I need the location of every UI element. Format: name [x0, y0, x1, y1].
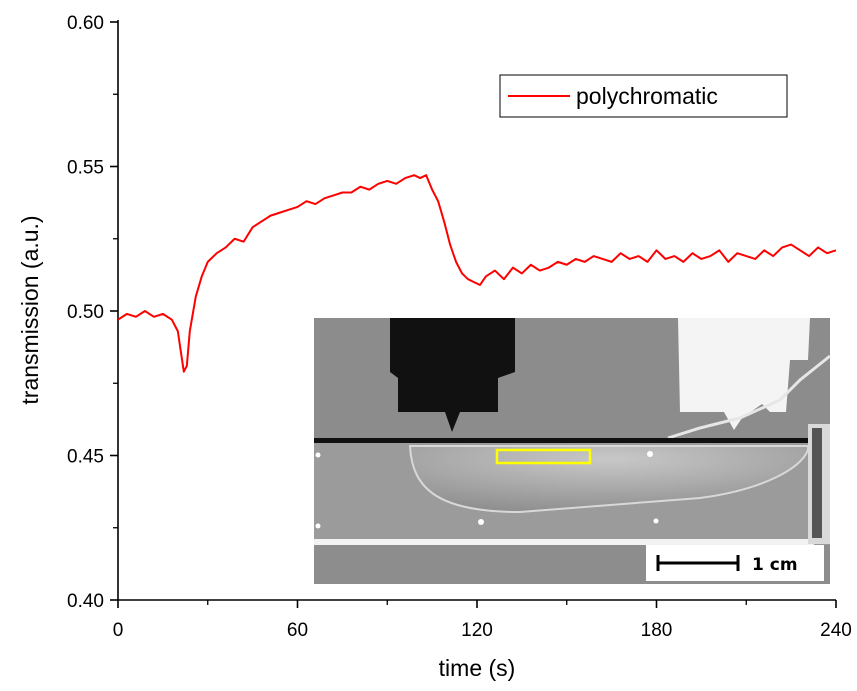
y-axis-label: transmission (a.u.): [17, 215, 43, 404]
inset-nozzle: [390, 318, 515, 432]
legend: polychromatic: [499, 74, 788, 118]
y-tick-label: 0.55: [67, 158, 104, 179]
tick-labels: 0 60 120 180 240 0.40 0.45 0.50 0.55 0.60: [67, 13, 852, 641]
y-tick-label: 0.60: [67, 13, 104, 34]
inset-dot: [478, 519, 484, 525]
axis-ticks: [110, 21, 837, 608]
y-tick-label: 0.50: [67, 302, 104, 323]
inset-dot: [653, 518, 659, 524]
inset-image: 1 cm: [314, 318, 831, 584]
inset-roi-rectangle: [495, 448, 592, 465]
series-line-polychromatic: [118, 174, 836, 373]
y-tick-label: 0.45: [67, 447, 104, 468]
x-tick-label: 0: [113, 620, 124, 641]
y-tick-label: 0.40: [67, 591, 104, 612]
inset-right-end-dark: [812, 428, 822, 538]
inset-dot: [647, 451, 653, 457]
scale-bar-label: 1 cm: [752, 555, 798, 575]
x-tick-label: 240: [820, 620, 852, 641]
x-tick-label: 180: [641, 620, 673, 641]
legend-label-polychromatic: polychromatic: [576, 83, 718, 109]
inset-channel-bottom-edge: [314, 539, 814, 545]
x-axis-label: time (s): [439, 655, 516, 681]
x-tick-label: 120: [461, 620, 493, 641]
x-tick-label: 60: [287, 620, 308, 641]
inset-wire: [667, 354, 831, 440]
inset-dot: [315, 452, 321, 458]
inset-dot: [315, 523, 321, 529]
inset-channel-top-edge: [314, 438, 814, 443]
